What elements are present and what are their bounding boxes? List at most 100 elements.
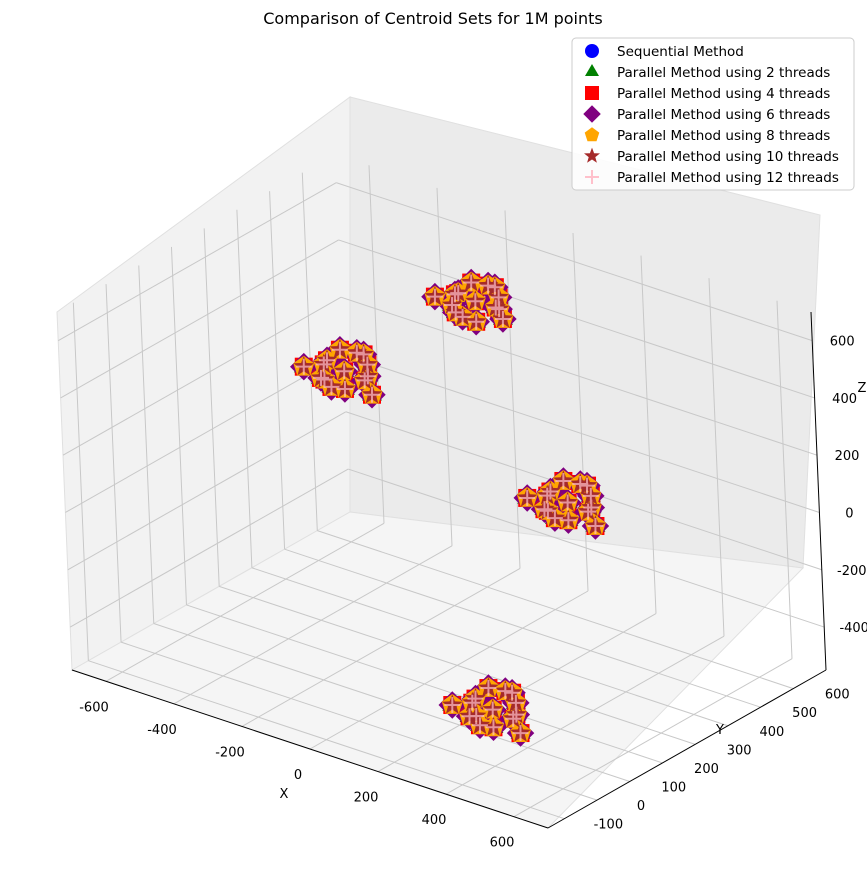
data-point	[505, 710, 522, 727]
data-point	[484, 701, 501, 718]
data-point	[536, 501, 553, 518]
data-point	[318, 352, 335, 369]
x-axis-label: X	[280, 787, 289, 802]
legend-label: Parallel Method using 10 threads	[617, 149, 839, 165]
data-point	[450, 285, 467, 302]
grid-line	[69, 468, 349, 628]
x-tick-label: 0	[294, 768, 302, 783]
legend-label: Parallel Method using 6 threads	[617, 107, 830, 123]
data-point	[359, 368, 376, 385]
y-tick-label: 500	[792, 706, 817, 721]
y-tick-label: -100	[594, 818, 624, 833]
data-point	[491, 301, 508, 318]
y-tick-label: 100	[661, 781, 686, 796]
legend-marker	[585, 44, 599, 58]
grid-line	[572, 232, 589, 592]
data-point	[467, 690, 484, 707]
x-tick-labels: -600 -400 -200 0 200 400 600	[79, 700, 514, 850]
data-point	[467, 293, 484, 310]
grid-line	[348, 468, 825, 628]
legend-label: Parallel Method using 12 threads	[617, 170, 839, 186]
grid-line	[186, 604, 663, 764]
z-tick-labels: -400 -200 0 200 400 600	[830, 335, 867, 636]
data-point	[336, 363, 353, 380]
grid-line	[65, 354, 344, 513]
grid-line	[640, 255, 657, 614]
grid-line	[138, 265, 155, 624]
data-point	[463, 274, 480, 291]
y-tick-label: 600	[825, 688, 850, 703]
data-point	[480, 680, 497, 697]
axis-line	[810, 311, 827, 671]
grid-line	[513, 658, 793, 818]
grid-line	[336, 182, 813, 342]
y-tick-label: 300	[727, 743, 752, 758]
data-point	[487, 299, 504, 316]
x-tick-label: -400	[147, 723, 177, 738]
grid-line	[60, 239, 339, 399]
x-tick-label: 600	[490, 836, 515, 851]
data-point	[497, 683, 514, 700]
grid-line	[284, 548, 761, 708]
y-tick-label: 200	[694, 762, 719, 777]
data-point	[486, 279, 503, 296]
data-point	[323, 378, 340, 395]
data-point	[559, 494, 576, 511]
data-point	[572, 476, 589, 493]
grid-line	[105, 284, 122, 643]
grid-line	[504, 210, 521, 569]
grid-line	[120, 641, 598, 801]
legend-label: Parallel Method using 4 threads	[617, 86, 830, 102]
legend-marker	[583, 105, 601, 123]
data-point	[426, 288, 443, 305]
data-point	[546, 510, 563, 527]
data-point	[355, 346, 372, 363]
z-tick-label: 0	[845, 506, 853, 521]
grid-line	[236, 209, 253, 568]
data-point	[315, 356, 332, 373]
data-point	[468, 313, 485, 330]
grid-line	[269, 191, 286, 550]
data-point	[508, 706, 525, 723]
x-tick-label: 200	[354, 791, 379, 806]
legend-label: Parallel Method using 8 threads	[617, 128, 830, 144]
axis-line	[547, 669, 827, 829]
y-axis-label: Y	[715, 723, 724, 738]
legend-label: Sequential Method	[617, 44, 744, 60]
data-point	[313, 369, 330, 386]
data-point	[494, 310, 511, 327]
axis-line	[71, 669, 549, 829]
legend-box	[571, 37, 855, 191]
data-point	[580, 503, 597, 520]
axis-lines	[71, 311, 827, 829]
grid-line	[343, 354, 820, 513]
data-point	[471, 717, 488, 734]
data-point	[504, 684, 521, 701]
data-point	[485, 719, 502, 736]
data-point	[316, 371, 333, 388]
grid-line	[436, 187, 453, 546]
data-point	[555, 472, 572, 489]
grid-line	[203, 228, 220, 587]
legend-marker	[584, 147, 600, 163]
data-point	[480, 277, 497, 294]
grid-line	[708, 278, 725, 637]
z-axis-label: Z	[858, 381, 867, 396]
data-point	[331, 341, 348, 358]
data-points	[290, 268, 610, 747]
grid-line	[173, 545, 453, 705]
grid-line	[241, 567, 521, 727]
grid-line	[309, 590, 589, 750]
data-point	[468, 708, 485, 725]
grid-line	[340, 296, 818, 456]
y-tick-label: 400	[759, 725, 784, 740]
data-point	[539, 502, 556, 519]
data-point	[539, 487, 556, 504]
legend-label: Parallel Method using 2 threads	[617, 65, 830, 81]
grid-line	[776, 300, 793, 659]
grid-line	[153, 623, 630, 783]
legend-marker	[585, 64, 599, 76]
grid-line	[67, 411, 347, 571]
grid-line	[88, 660, 565, 820]
grid-line	[317, 530, 794, 690]
